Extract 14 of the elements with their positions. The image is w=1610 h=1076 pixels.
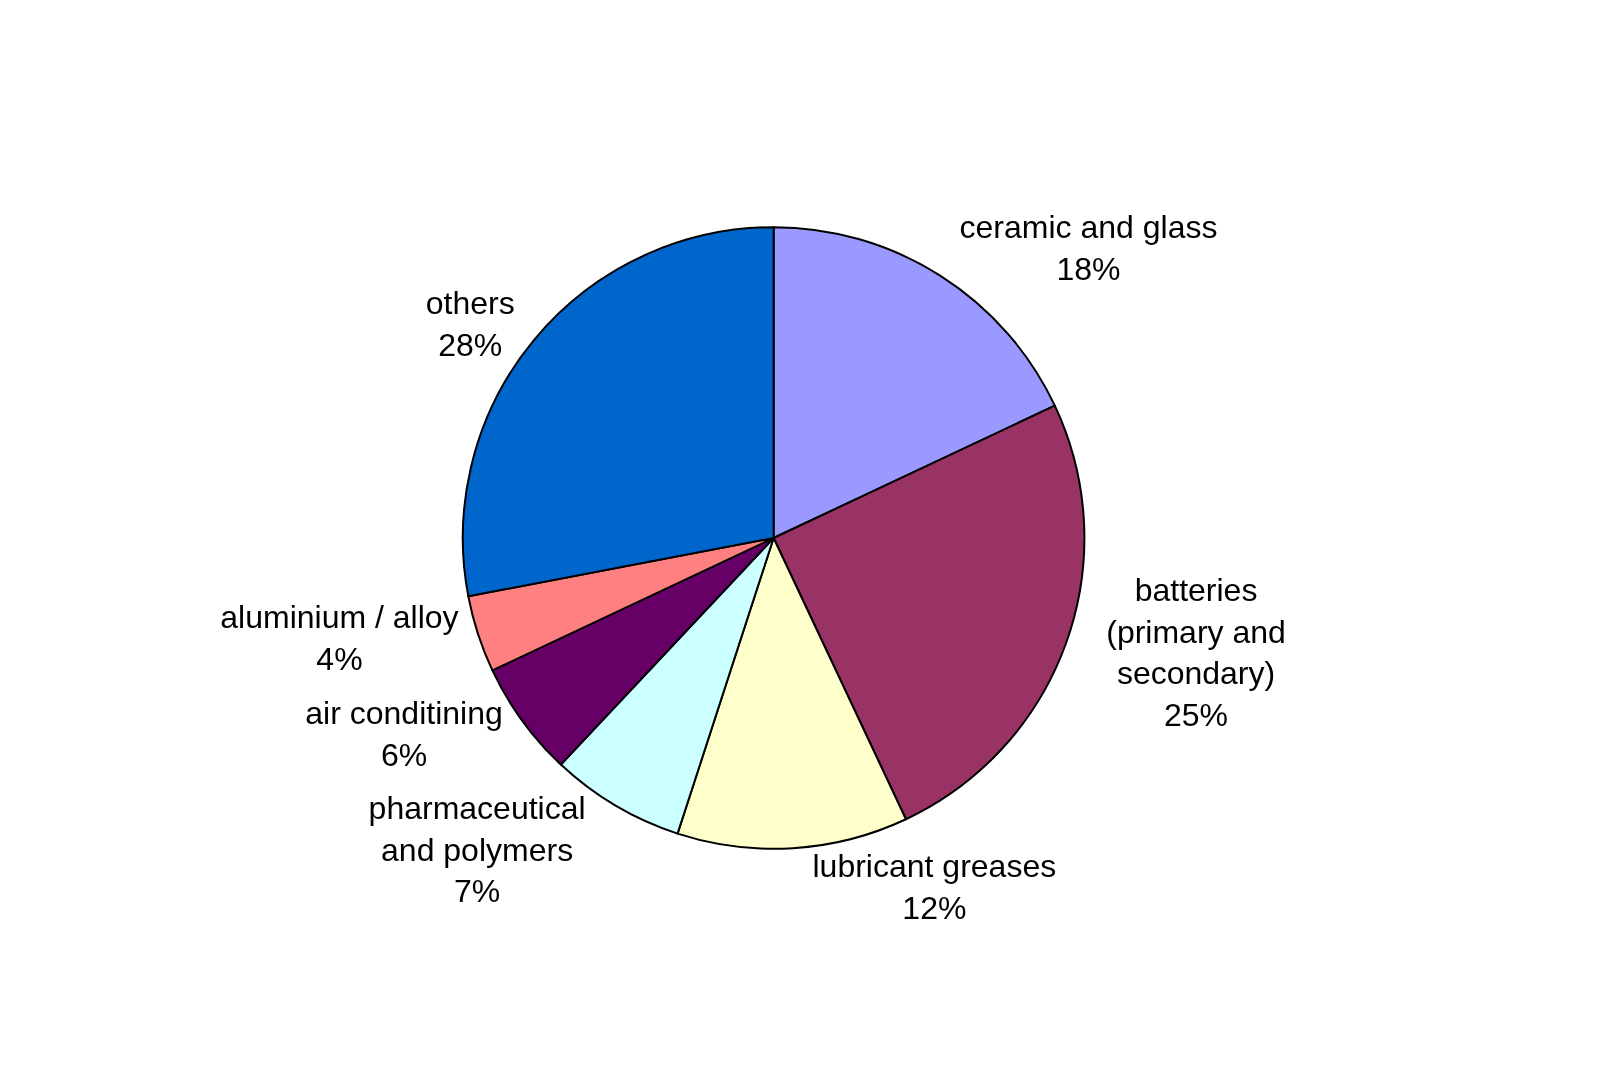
slice-label: pharmaceutical and polymers bbox=[368, 790, 586, 868]
data-label: 12% bbox=[902, 889, 967, 926]
slice-label: others bbox=[425, 285, 515, 322]
data-label: 25% bbox=[1164, 696, 1229, 733]
data-label: 4% bbox=[316, 640, 363, 677]
slice-label: air conditining bbox=[305, 695, 503, 732]
slice-label: ceramic and glass bbox=[959, 209, 1218, 246]
data-label: 28% bbox=[438, 326, 503, 363]
slice-label: aluminium / alloy bbox=[220, 598, 459, 635]
data-label: 18% bbox=[1056, 250, 1121, 287]
slice-label: lubricant greases bbox=[812, 848, 1057, 885]
slice-label: batteries (primary and secondary) bbox=[1106, 572, 1286, 692]
data-label: 7% bbox=[453, 873, 501, 910]
data-label: 6% bbox=[380, 736, 428, 773]
